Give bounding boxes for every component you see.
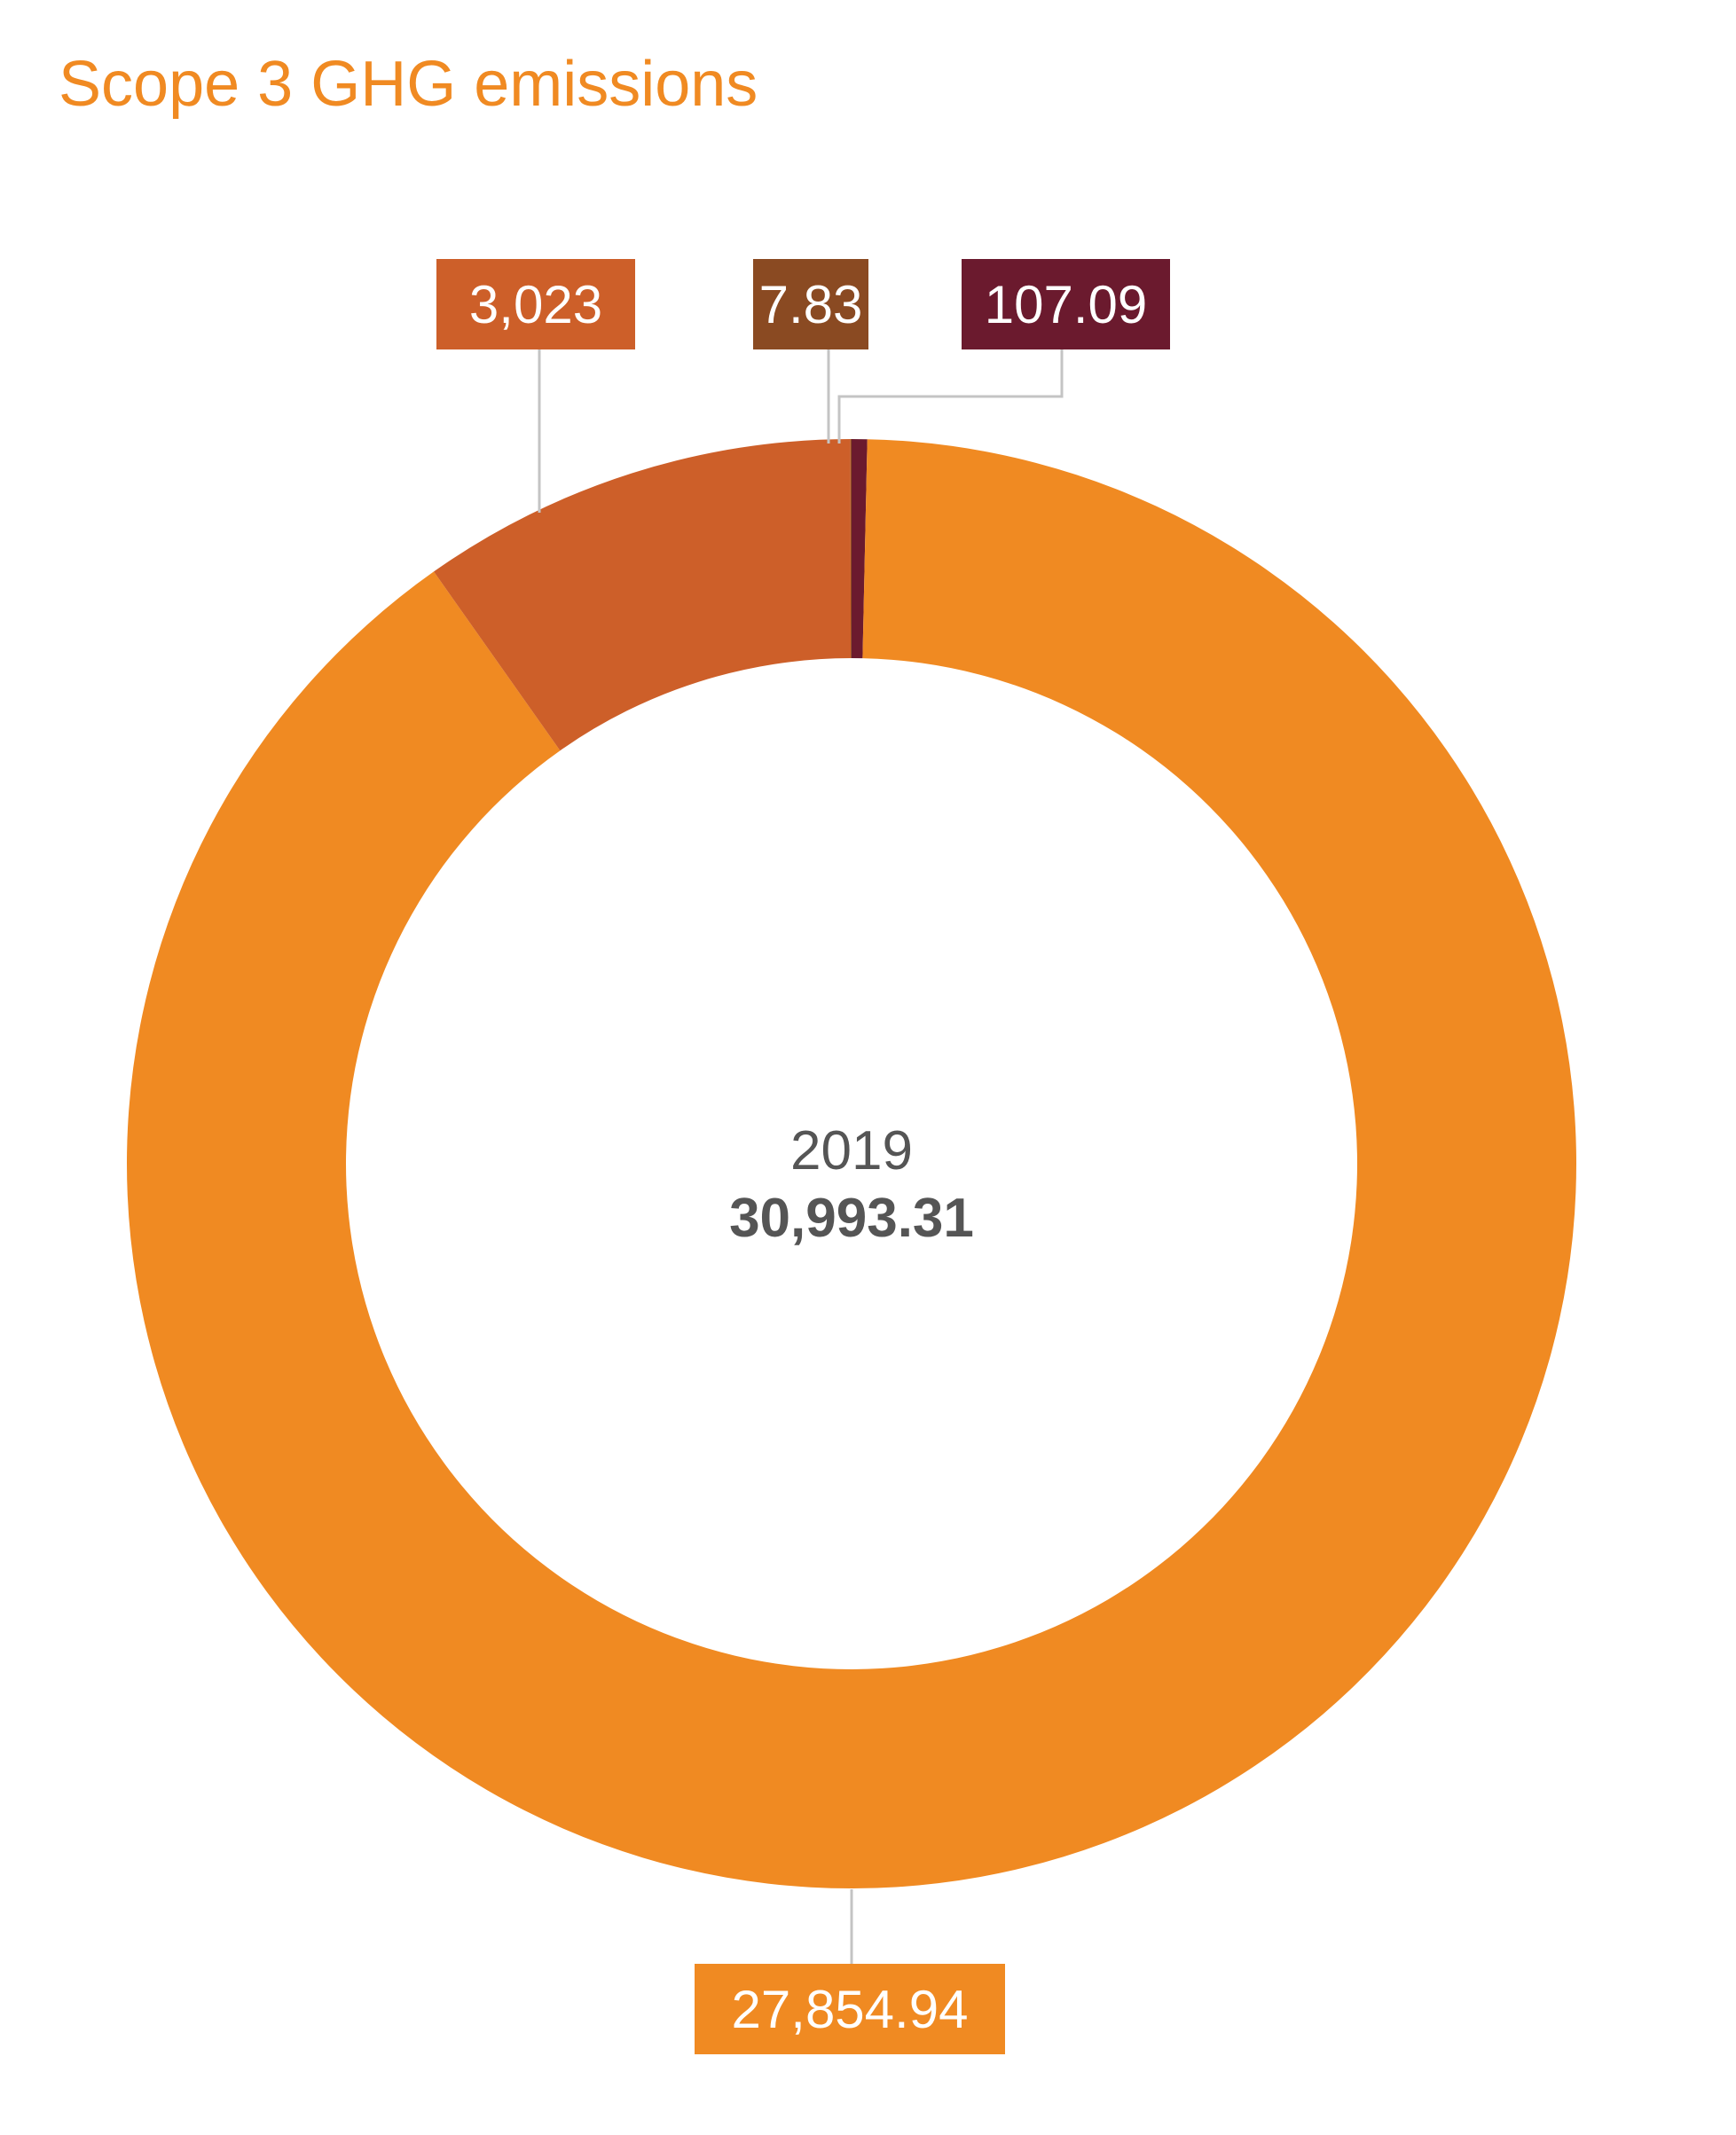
- data-label-box: [753, 259, 868, 349]
- data-label: 27,854.94: [732, 1980, 969, 2039]
- data-label-box: [695, 1964, 1005, 2054]
- data-label: 7.83: [759, 275, 863, 334]
- donut-slice: [852, 439, 868, 659]
- data-label: 3,023: [469, 275, 602, 334]
- donut-slice: [127, 439, 1577, 1889]
- donut-slices: [127, 439, 1577, 1889]
- data-label: 107.09: [985, 275, 1148, 334]
- leader-lines: [538, 349, 1064, 1964]
- donut-slice: [433, 439, 852, 751]
- center-year-label: 2019: [790, 1120, 913, 1181]
- slice-labels: 107.09 27,854.94 3,023 7.83: [436, 259, 1170, 2054]
- data-label-box: [962, 259, 1170, 349]
- center-total-label: 30,993.31: [729, 1188, 974, 1249]
- donut-slice: [850, 439, 852, 659]
- leader-line: [837, 349, 1064, 443]
- chart-title: Scope 3 GHG emissions: [59, 49, 758, 120]
- data-label-box: [436, 259, 635, 349]
